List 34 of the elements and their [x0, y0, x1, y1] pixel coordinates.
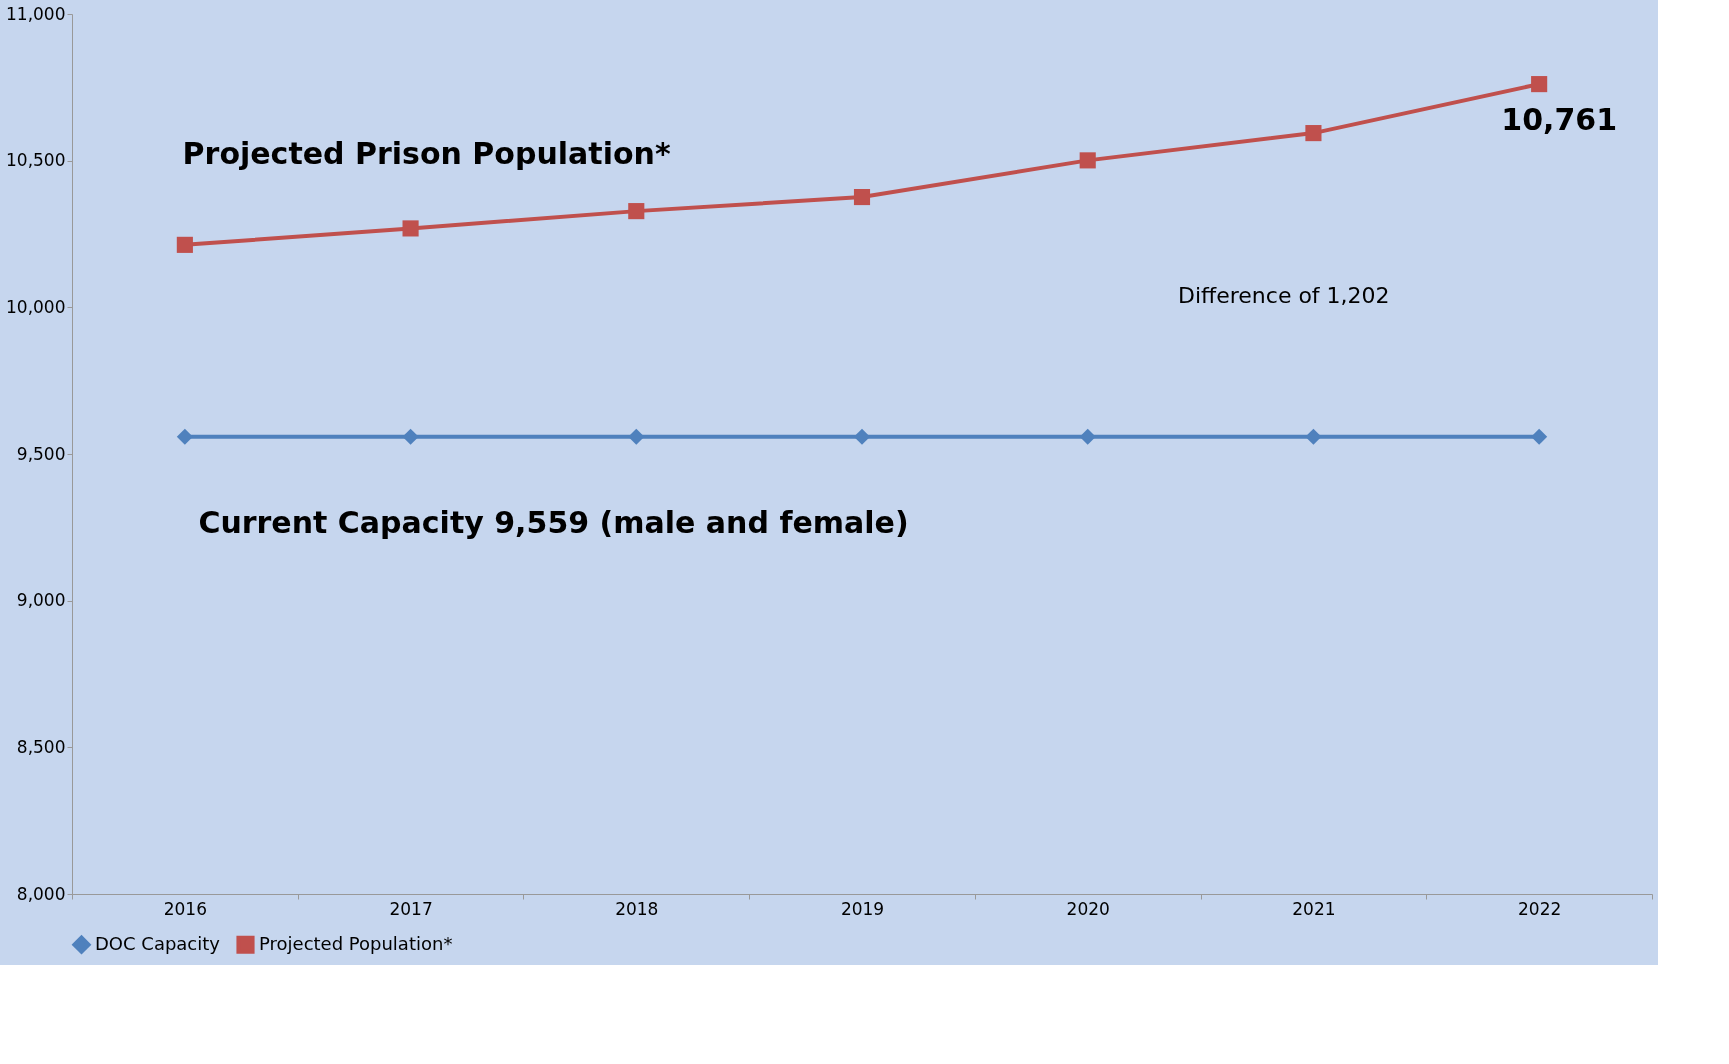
- x-tick-label: 2018: [615, 898, 659, 919]
- x-tick-label: 2017: [389, 898, 433, 919]
- point: [853, 188, 871, 206]
- point: [176, 428, 193, 445]
- x-tick-label: 2019: [840, 898, 885, 919]
- point: [402, 220, 419, 237]
- y-tick-label: 8,000: [16, 883, 66, 904]
- y-tick-label: 11,000: [6, 3, 66, 24]
- x-tick-label: 2022: [1518, 898, 1562, 919]
- annotation: 10,761: [1501, 102, 1618, 138]
- annotation: Current Capacity 9,559 (male and female): [198, 505, 909, 541]
- point: [1531, 76, 1548, 93]
- point: [628, 203, 645, 220]
- annotation: Difference of 1,202: [1178, 282, 1390, 308]
- annotation: Projected Prison Population*: [182, 135, 671, 171]
- x-tick-label: 2020: [1066, 898, 1110, 919]
- legend-label: Projected Population*: [259, 932, 453, 954]
- point: [1079, 428, 1096, 445]
- point: [402, 428, 419, 445]
- y-tick-label: 9,000: [16, 590, 66, 611]
- y-tick-label: 8,500: [16, 736, 66, 757]
- point: [1305, 125, 1322, 142]
- point: [1531, 428, 1548, 445]
- point: [853, 428, 871, 445]
- point: [1305, 428, 1322, 445]
- y-tick-label: 10,500: [6, 150, 66, 171]
- x-tick-label: 2021: [1292, 898, 1336, 919]
- point: [1079, 152, 1096, 169]
- x-tick-label: 2016: [163, 898, 207, 919]
- point: [628, 428, 645, 445]
- legend-label: DOC Capacity: [95, 932, 221, 954]
- point: [176, 236, 193, 253]
- y-tick-label: 10,000: [6, 296, 66, 317]
- y-tick-label: 9,500: [16, 443, 66, 464]
